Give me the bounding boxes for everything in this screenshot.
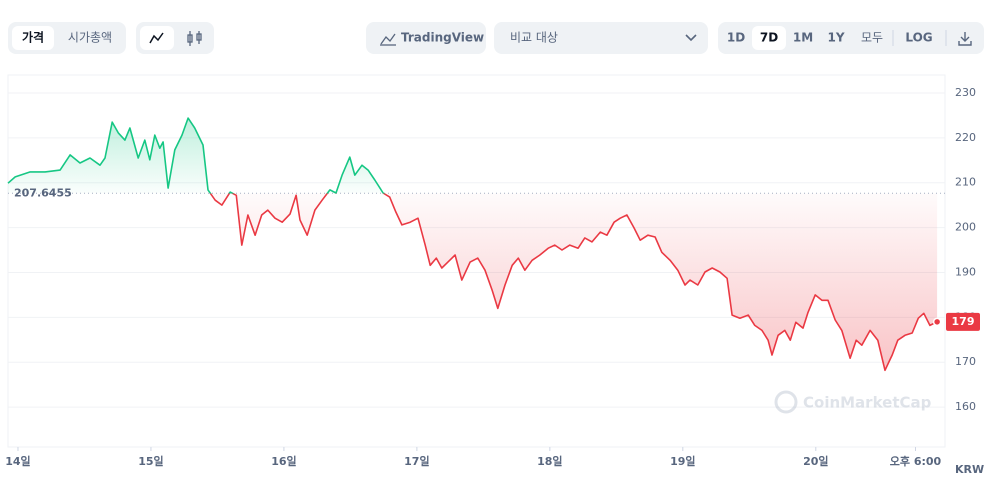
baseline-label: 207.6455	[14, 186, 72, 199]
last-point	[932, 317, 942, 327]
y-unit: KRW	[955, 463, 984, 476]
x-tick-label: 17일	[404, 454, 429, 468]
y-tick-label: 210	[955, 176, 976, 189]
price-line	[7, 117, 938, 372]
y-tick-label: 230	[955, 86, 976, 99]
compare-dropdown[interactable]	[494, 22, 708, 54]
x-tick-label: 20일	[803, 454, 828, 468]
y-tick-label: 200	[955, 221, 976, 234]
x-tick-label: 15일	[138, 454, 163, 468]
range-1d[interactable]: 1D	[727, 31, 745, 45]
range-7d[interactable]: 7D	[760, 31, 778, 45]
line-icon	[149, 32, 164, 44]
candle-icon[interactable]	[187, 31, 202, 46]
chevron	[685, 34, 697, 42]
area	[8, 118, 938, 371]
tab-marketcap[interactable]: 시가총액	[68, 31, 112, 45]
plot-frame	[7, 74, 946, 448]
range-all[interactable]: 모두	[861, 31, 883, 45]
x-tick-label: 오후 6:00	[890, 454, 942, 468]
x-tick-label: 18일	[537, 454, 562, 468]
tab-price[interactable]: 가격	[22, 30, 44, 45]
watermark: CoinMarketCap	[774, 390, 932, 414]
price-tag-label: 179	[952, 315, 975, 328]
y-tick-label: 160	[955, 400, 976, 413]
tradingview-button[interactable]	[366, 22, 486, 54]
range-selected-bg	[752, 26, 786, 50]
range-1y[interactable]: 1Y	[827, 31, 844, 45]
y-tick-label: 220	[955, 131, 976, 144]
price-tag	[946, 312, 980, 331]
tab-selected-bg	[12, 26, 54, 50]
toolbar: 가격 시가총액 TradingView 비교 대상 1D 7D 1M 1Y 모두…	[8, 22, 984, 54]
range-1m[interactable]: 1M	[793, 31, 813, 45]
tv-icon	[380, 33, 396, 45]
y-tick-label: 190	[955, 265, 976, 278]
x-tick-label: 19일	[670, 454, 695, 468]
x-tick-label: 14일	[5, 454, 30, 468]
x-tick-label: 16일	[271, 454, 296, 468]
compare-label: 비교 대상	[510, 31, 558, 45]
watermark-text: CoinMarketCap	[803, 394, 932, 412]
y-tick-label: 170	[955, 355, 976, 368]
tradingview-label: TradingView	[401, 31, 484, 45]
log-button[interactable]: LOG	[905, 31, 932, 45]
download-icon[interactable]	[958, 32, 972, 46]
